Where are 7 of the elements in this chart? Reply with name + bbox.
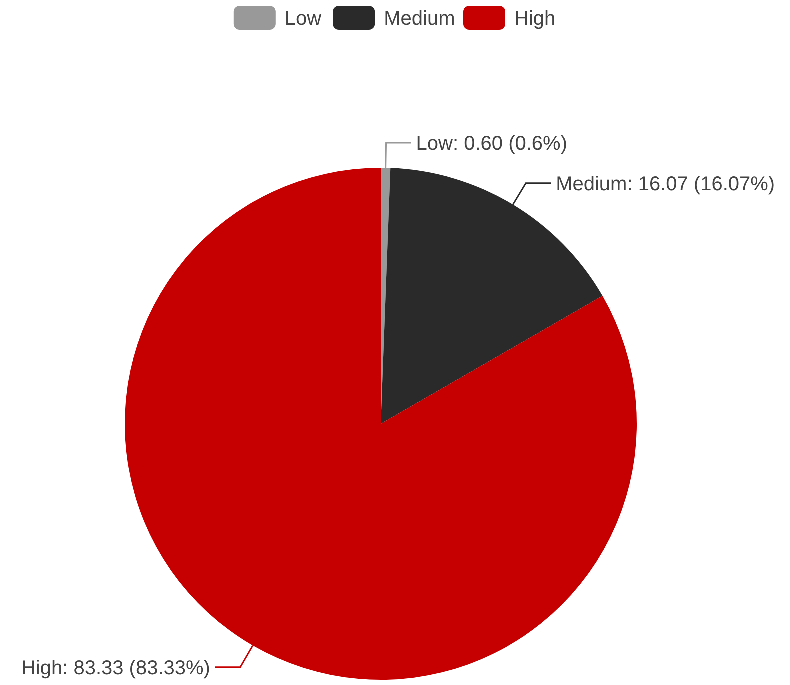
data-label: Medium: 16.07 (16.07%) <box>556 173 776 196</box>
pie-slice <box>125 168 637 680</box>
legend-label: High <box>514 8 556 30</box>
legend-label: Medium <box>384 8 456 30</box>
legend-label: Low <box>284 8 322 30</box>
data-label: Low: 0.60 (0.6%) <box>416 133 568 156</box>
data-label: High: 83.33 (83.33%) <box>21 657 210 680</box>
